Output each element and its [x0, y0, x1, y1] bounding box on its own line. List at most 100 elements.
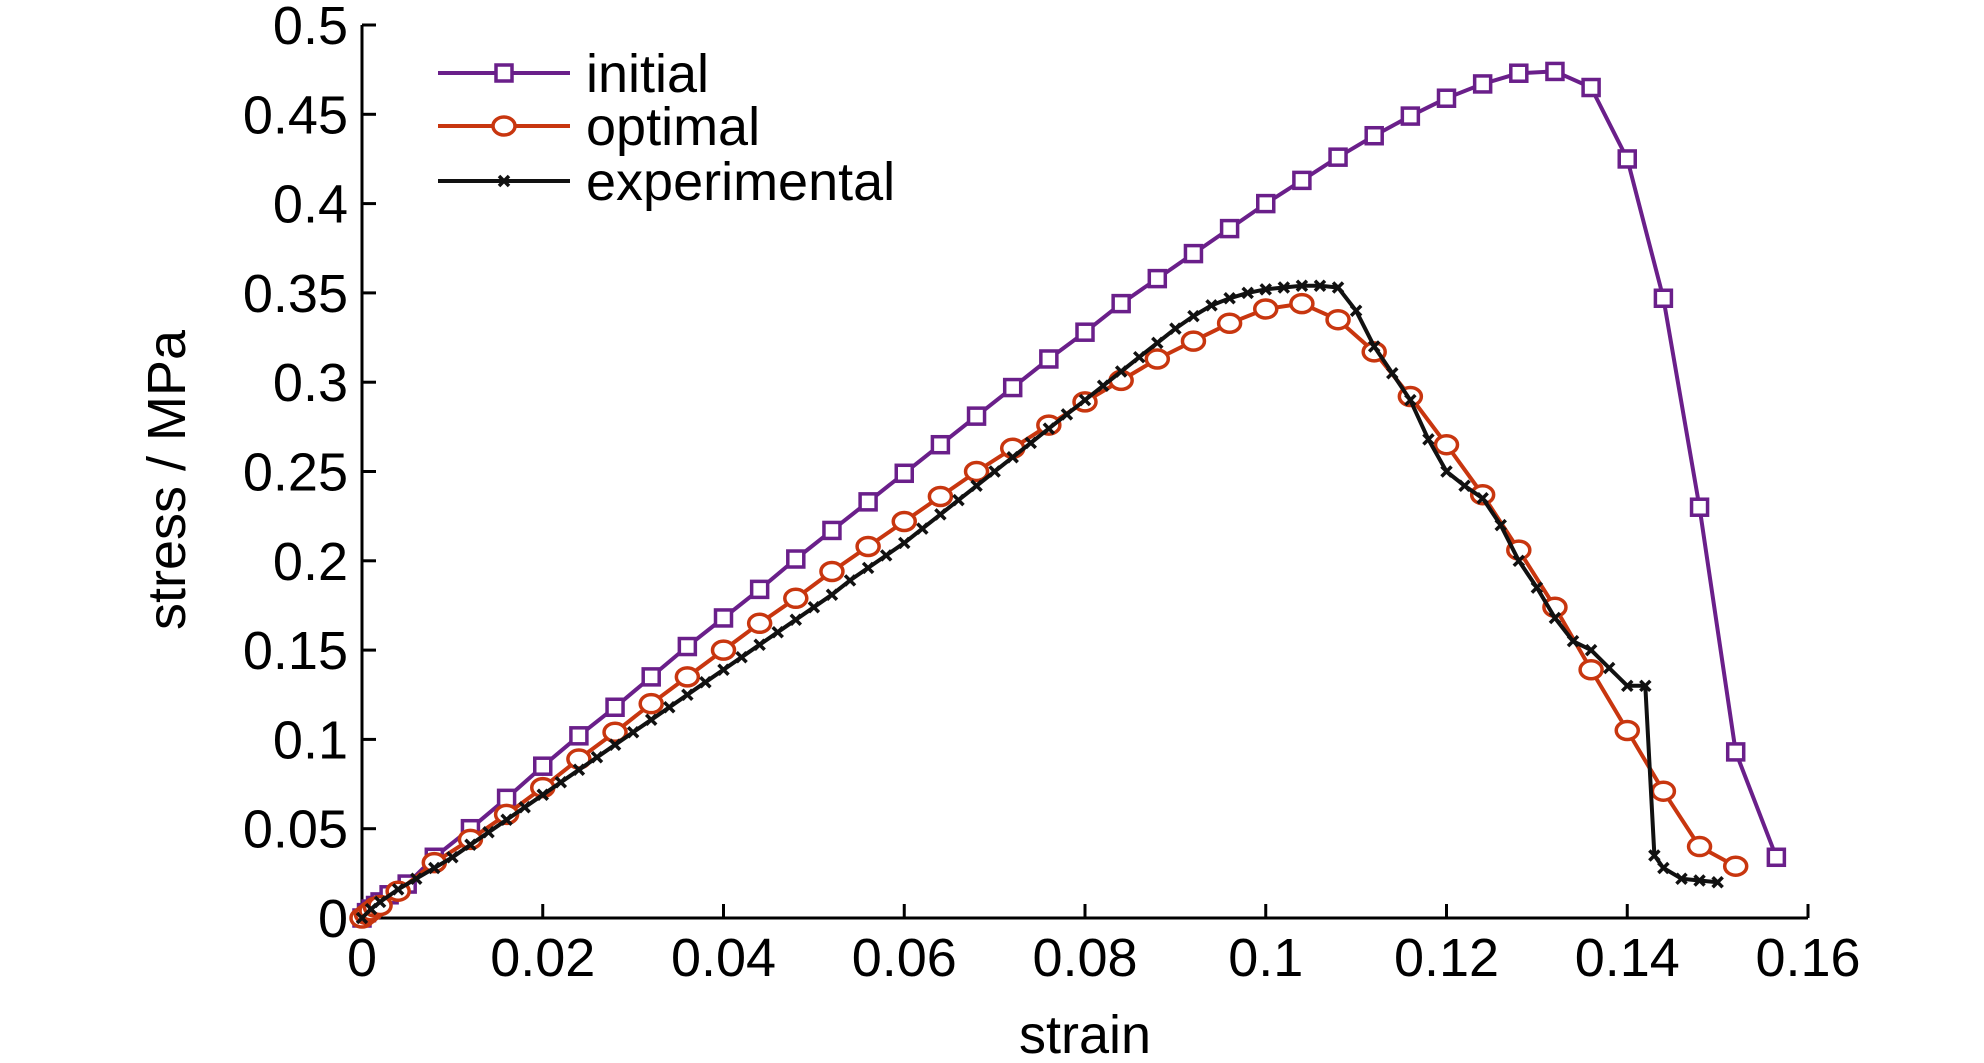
data-point-experimental	[1223, 292, 1236, 305]
data-point-initial	[1256, 193, 1276, 214]
data-point-experimental	[1602, 661, 1616, 675]
x-tick-label: 0.1	[1228, 928, 1303, 988]
data-point-experimental	[554, 776, 568, 789]
data-point-experimental	[717, 663, 730, 676]
data-point-optimal	[1650, 780, 1677, 802]
data-point-initial	[605, 697, 625, 718]
data-point-experimental	[446, 851, 459, 864]
y-tick-label: 0.3	[273, 353, 348, 413]
y-tick-label: 0.4	[273, 175, 348, 235]
data-point-experimental	[355, 911, 369, 925]
data-point-experimental	[1060, 408, 1074, 421]
legend-marker-initial	[494, 63, 514, 83]
data-point-experimental	[1584, 643, 1598, 657]
data-point-experimental	[1042, 422, 1056, 435]
data-point-initial	[1002, 377, 1023, 398]
data-point-initial	[713, 608, 734, 628]
data-point-experimental	[464, 838, 477, 852]
data-point-experimental	[1404, 393, 1417, 407]
y-tick-label: 0.45	[243, 85, 348, 145]
data-point-initial	[858, 492, 878, 512]
x-axis-label: strain	[1019, 1005, 1151, 1063]
series-line-optimal	[360, 301, 1737, 920]
y-tick-label: 0.2	[273, 532, 348, 592]
series-line-initial	[360, 69, 1779, 920]
y-tick-label: 0.5	[273, 0, 348, 56]
data-point-experimental	[988, 465, 1001, 478]
data-point-optimal	[1469, 483, 1496, 506]
x-ticks: 0 0.02 0.04 0.06 0.08 0.1 0.12 0.14 0.16	[347, 904, 1861, 988]
data-point-initial	[749, 579, 770, 600]
data-point-optimal	[1722, 855, 1749, 877]
x-tick-label: 0.06	[852, 928, 957, 988]
data-point-experimental	[843, 574, 857, 587]
data-point-experimental	[1151, 336, 1164, 350]
data-point-experimental	[861, 561, 875, 575]
data-point-experimental	[1711, 876, 1724, 889]
y-ticks: 0 0.05 0.1 0.15 0.2 0.25 0.3 0.35 0.4 0.45 0.5	[243, 0, 376, 949]
data-point-initial	[1292, 170, 1312, 191]
data-point-experimental	[916, 522, 929, 535]
data-point-experimental	[1530, 581, 1544, 594]
data-point-initial	[1472, 74, 1493, 94]
data-point-experimental	[1024, 436, 1038, 450]
data-point-initial	[1617, 149, 1637, 169]
data-point-optimal	[963, 460, 990, 483]
data-point-experimental	[934, 508, 947, 521]
data-point-experimental	[1313, 279, 1327, 292]
data-point-experimental	[879, 549, 893, 562]
data-point-initial	[1219, 218, 1240, 239]
data-point-experimental	[644, 713, 658, 726]
data-point-experimental	[536, 788, 549, 802]
data-point-experimental	[1114, 365, 1128, 378]
data-point-experimental	[1639, 679, 1652, 693]
data-point-optimal	[1180, 330, 1207, 352]
data-point-experimental	[1006, 450, 1019, 464]
x-tick-label: 0.08	[1032, 928, 1137, 988]
x-tick-label: 0.16	[1755, 928, 1860, 988]
legend-item-experimental: experimental	[438, 152, 895, 212]
data-point-initial	[1509, 63, 1529, 83]
data-point-optimal	[602, 721, 628, 744]
data-point-experimental	[1096, 379, 1110, 393]
data-point-optimal	[1216, 312, 1243, 335]
data-point-optimal	[1614, 719, 1640, 742]
data-point-experimental	[1367, 340, 1381, 353]
x-tick-label: 0.02	[490, 928, 595, 988]
legend-label-initial: initial	[586, 44, 709, 104]
data-point-experimental	[626, 726, 640, 739]
legend-item-initial: initial	[438, 44, 709, 104]
data-point-initial	[930, 434, 951, 455]
data-point-experimental	[482, 826, 495, 839]
data-point-experimental	[735, 651, 748, 664]
data-point-initial	[966, 406, 987, 426]
data-point-experimental	[1512, 554, 1526, 568]
y-axis-label: stress / MPa	[137, 329, 197, 630]
data-point-experimental	[1458, 479, 1471, 493]
data-point-experimental	[428, 861, 441, 875]
data-point-experimental	[1169, 322, 1182, 335]
data-point-experimental	[825, 588, 839, 601]
data-point-optimal	[1325, 308, 1351, 331]
data-point-experimental	[373, 895, 387, 909]
data-point-initial	[1039, 349, 1059, 369]
data-point-optimal	[674, 666, 701, 688]
legend-label-experimental: experimental	[586, 152, 895, 212]
data-point-initial	[569, 726, 589, 746]
y-tick-label: 0	[318, 889, 348, 949]
y-tick-label: 0.05	[243, 800, 348, 860]
data-point-experimental	[753, 638, 766, 651]
data-point-experimental	[1241, 286, 1254, 300]
data-point-experimental	[608, 738, 622, 751]
data-point-optimal	[999, 437, 1026, 460]
data-point-initial	[1111, 293, 1131, 314]
data-point-experimental	[952, 493, 965, 507]
legend-item-optimal: optimal	[438, 97, 760, 157]
data-point-optimal	[1433, 433, 1460, 456]
data-point-optimal	[783, 587, 809, 610]
legend-marker-optimal	[491, 115, 517, 137]
data-point-experimental	[1566, 634, 1580, 648]
data-point-experimental	[590, 751, 604, 764]
series-optimal	[349, 292, 1749, 929]
